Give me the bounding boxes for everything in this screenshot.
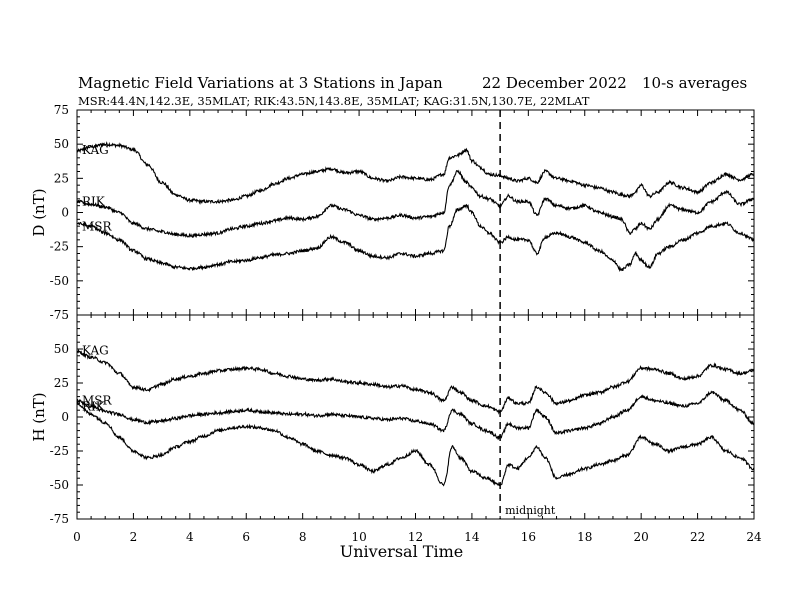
y-tick-label: -25 [50, 240, 69, 254]
chart-date: 22 December 2022 [482, 74, 627, 92]
station-info: MSR:44.4N,142.3E, 35MLAT; RIK:43.5N,143.… [78, 94, 590, 108]
y-tick-label: 0 [61, 410, 69, 424]
x-tick-label: 22 [690, 530, 705, 544]
x-tick-label: 0 [73, 530, 81, 544]
panel-top: -75 -50 -25 0 25 50 75 D (nT) KAG RIK MSR [30, 103, 755, 322]
x-axis-label: Universal Time [340, 542, 463, 561]
series-line-msr [76, 390, 755, 441]
series-line-kag [76, 348, 755, 415]
x-tick-label: 2 [130, 530, 138, 544]
x-tick-label: 12 [408, 530, 423, 544]
y-tick-label: 75 [54, 103, 69, 117]
midnight-label: midnight [505, 504, 556, 517]
y-tick-label: 25 [54, 171, 69, 185]
series-line-rik [76, 169, 755, 239]
station-label-rik: RIK [82, 399, 106, 413]
station-label-msr: MSR [82, 219, 113, 233]
series-line-kag [76, 141, 755, 205]
series-line-msr [76, 203, 755, 273]
y-tick-label: -50 [50, 478, 69, 492]
station-label-kag: KAG [82, 344, 109, 358]
x-tick-label: 6 [242, 530, 250, 544]
x-tick-label: 16 [521, 530, 536, 544]
x-tick-label: 8 [299, 530, 307, 544]
series-line-rik [76, 400, 755, 487]
chart-averaging: 10-s averages [642, 74, 748, 92]
x-tick-label: 18 [577, 530, 592, 544]
x-tick-label: 4 [186, 530, 194, 544]
y-axis-label: D (nT) [30, 188, 48, 236]
y-tick-label: -75 [50, 308, 69, 322]
y-axis-label: H (nT) [30, 392, 48, 441]
y-tick-label: -75 [50, 512, 69, 526]
x-tick-label: 20 [634, 530, 649, 544]
x-tick-label: 10 [351, 530, 366, 544]
station-label-msr: MSR [82, 394, 113, 408]
panel-frame [76, 109, 755, 316]
x-tick-label: 14 [464, 530, 480, 544]
x-tick-label: 24 [746, 530, 762, 544]
y-tick-label: 50 [54, 342, 69, 356]
y-tick-label: 0 [61, 206, 69, 220]
y-tick-label: -50 [50, 274, 69, 288]
y-tick-label: 25 [54, 376, 69, 390]
station-label-kag: KAG [82, 143, 109, 157]
y-tick-label: -25 [50, 444, 69, 458]
chart-title: Magnetic Field Variations at 3 Stations … [78, 74, 443, 92]
y-tick-label: 50 [54, 137, 69, 151]
station-label-rik: RIK [82, 195, 106, 209]
